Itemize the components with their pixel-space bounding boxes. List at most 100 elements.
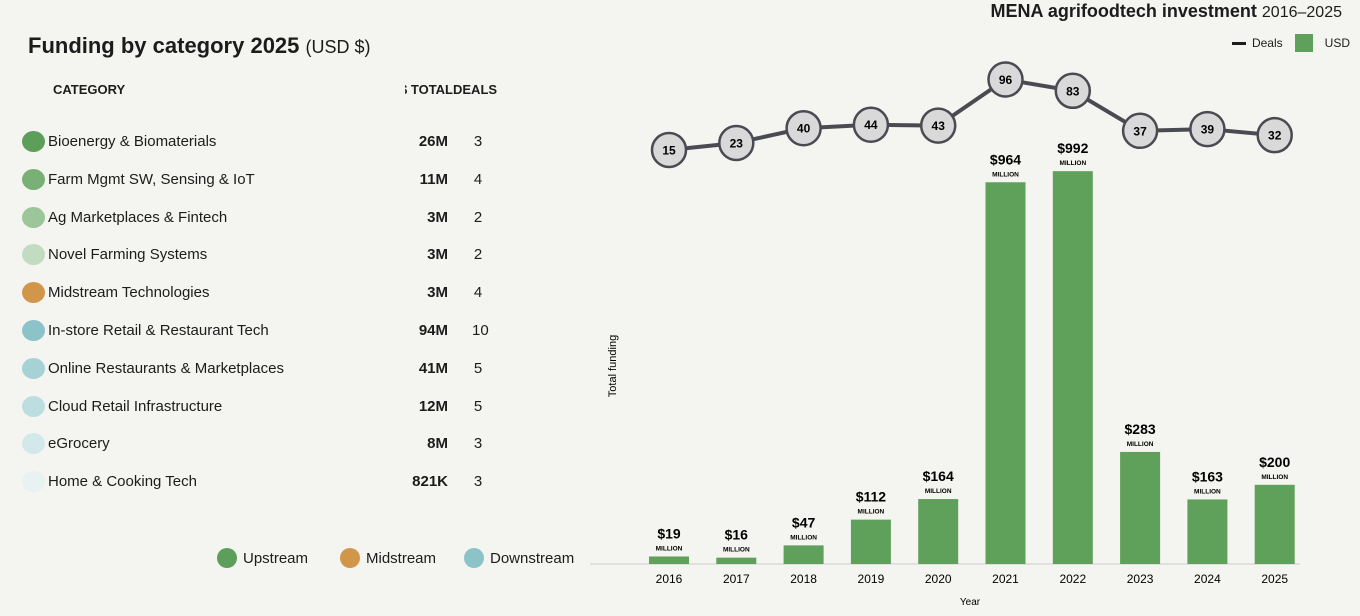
deals-point xyxy=(1054,72,1092,110)
category-row: Bioenergy & Biomaterials 26M 3 xyxy=(22,131,502,155)
category-row: eGrocery 8M 3 xyxy=(22,433,502,457)
category-row: Home & Cooking Tech 821K 3 xyxy=(22,471,502,495)
bar xyxy=(1120,451,1161,564)
x-tick-label: 2022 xyxy=(1059,572,1086,586)
deals-point-label: 37 xyxy=(1133,124,1147,138)
bar-value-label: $992 xyxy=(1057,140,1088,156)
deals-point xyxy=(919,107,957,144)
bar xyxy=(1254,484,1295,564)
bar xyxy=(985,182,1026,565)
category-color-dot xyxy=(22,206,45,228)
category-deals: 4 xyxy=(473,284,483,302)
x-tick-label: 2019 xyxy=(858,572,885,586)
deals-point xyxy=(987,61,1024,98)
category-row: Farm Mgmt SW, Sensing & IoT 11M 4 xyxy=(22,168,502,193)
bar xyxy=(918,499,959,564)
y-axis-title: Total funding xyxy=(607,335,619,397)
chart-subtitle: 2016–2025 xyxy=(1261,4,1342,21)
category-total: 94M xyxy=(418,322,448,339)
bar-unit-label: MILLION xyxy=(1059,160,1086,167)
category-label: eGrocery xyxy=(48,435,110,453)
legend-dot xyxy=(217,548,237,568)
category-deals: 4 xyxy=(473,170,483,188)
legend-item: Midstream xyxy=(340,548,436,568)
bar xyxy=(783,545,824,564)
category-label: Novel Farming Systems xyxy=(48,246,208,264)
bar-value-label: $163 xyxy=(1192,468,1223,484)
x-tick-label: 2023 xyxy=(1127,572,1154,586)
deals-point-label: 43 xyxy=(932,119,946,133)
category-label: In-store Retail & Restaurant Tech xyxy=(48,322,269,339)
bar-value-label: $47 xyxy=(792,514,816,530)
deals-point-label: 15 xyxy=(662,143,676,157)
category-deals: 3 xyxy=(473,473,483,491)
category-total: 3M xyxy=(427,246,448,264)
bar-value-label: $16 xyxy=(725,527,749,543)
category-deals: 5 xyxy=(473,359,483,377)
deals-point xyxy=(718,124,755,162)
bar-value-label: $200 xyxy=(1259,454,1290,470)
deals-point xyxy=(1256,116,1293,154)
category-label: Online Restaurants & Marketplaces xyxy=(48,359,284,377)
category-total: 8M xyxy=(427,435,448,453)
chart-legend: Deals USD xyxy=(1231,34,1350,52)
chart-title-text: MENA agrifoodtech investment xyxy=(990,1,1257,21)
bar xyxy=(850,519,891,564)
x-axis-title: Year xyxy=(960,597,981,608)
bar-unit-label: MILLION xyxy=(992,171,1019,178)
deals-point xyxy=(1189,110,1226,148)
category-deals: 3 xyxy=(473,435,483,453)
category-color-dot xyxy=(22,471,45,493)
bar-unit-label: MILLION xyxy=(1261,474,1288,481)
category-label: Ag Marketplaces & Fintech xyxy=(48,208,228,226)
legend-item: Upstream xyxy=(217,548,308,568)
deals-point-label: 83 xyxy=(1066,84,1080,98)
deals-point-label: 23 xyxy=(730,136,744,150)
deals-line xyxy=(668,77,1275,152)
bar-value-label: $164 xyxy=(923,468,954,484)
category-color-dot xyxy=(22,282,45,304)
deals-point-label: 40 xyxy=(797,122,811,136)
category-row: In-store Retail & Restaurant Tech 94M 10 xyxy=(22,320,502,344)
bar-value-label: $964 xyxy=(990,151,1021,167)
bar xyxy=(1187,499,1228,564)
deals-point xyxy=(1121,112,1159,150)
category-total: 11M xyxy=(419,170,448,188)
category-label: Farm Mgmt SW, Sensing & IoT xyxy=(48,170,255,188)
category-row: Online Restaurants & Marketplaces 41M 5 xyxy=(22,357,502,382)
deals-point xyxy=(650,131,688,169)
title-unit: (USD $) xyxy=(305,37,371,57)
category-total: 3M xyxy=(427,208,448,226)
deals-point xyxy=(785,109,822,147)
deals-point xyxy=(852,106,890,143)
legend-deals: Deals xyxy=(1251,36,1283,50)
category-label: Home & Cooking Tech xyxy=(48,473,197,491)
title-text: Funding by category 2025 xyxy=(28,33,300,58)
usd-swatch xyxy=(1294,34,1313,52)
category-row: Ag Marketplaces & Fintech 3M 2 xyxy=(22,206,502,231)
chart-title: MENA agrifoodtech investment 2016–2025 xyxy=(991,1,1342,22)
legend-dot xyxy=(464,548,484,568)
category-label: Bioenergy & Biomaterials xyxy=(48,133,217,150)
bar xyxy=(649,556,689,564)
legend-label: Midstream xyxy=(366,549,437,567)
bar-unit-label: MILLION xyxy=(1194,488,1221,495)
legend-usd: USD xyxy=(1324,36,1350,50)
category-label: Midstream Technologies xyxy=(48,284,210,302)
header-category: CATEGORY xyxy=(53,82,126,97)
category-row: Midstream Technologies 3M 4 xyxy=(22,282,502,306)
deals-point-label: 32 xyxy=(1268,129,1282,143)
x-tick-label: 2016 xyxy=(656,572,683,586)
legend-dot xyxy=(340,548,360,568)
legend-label: Upstream xyxy=(243,549,309,567)
category-color-dot xyxy=(22,395,45,417)
bar-unit-label: MILLION xyxy=(1127,441,1154,448)
x-tick-label: 2024 xyxy=(1194,572,1221,586)
header-total: TOTAL $ xyxy=(405,82,453,97)
legend-item: Downstream xyxy=(464,548,574,568)
bar xyxy=(716,557,757,564)
x-tick-label: 2025 xyxy=(1261,572,1288,586)
category-deals: 5 xyxy=(473,397,483,415)
category-color-dot xyxy=(22,131,45,152)
